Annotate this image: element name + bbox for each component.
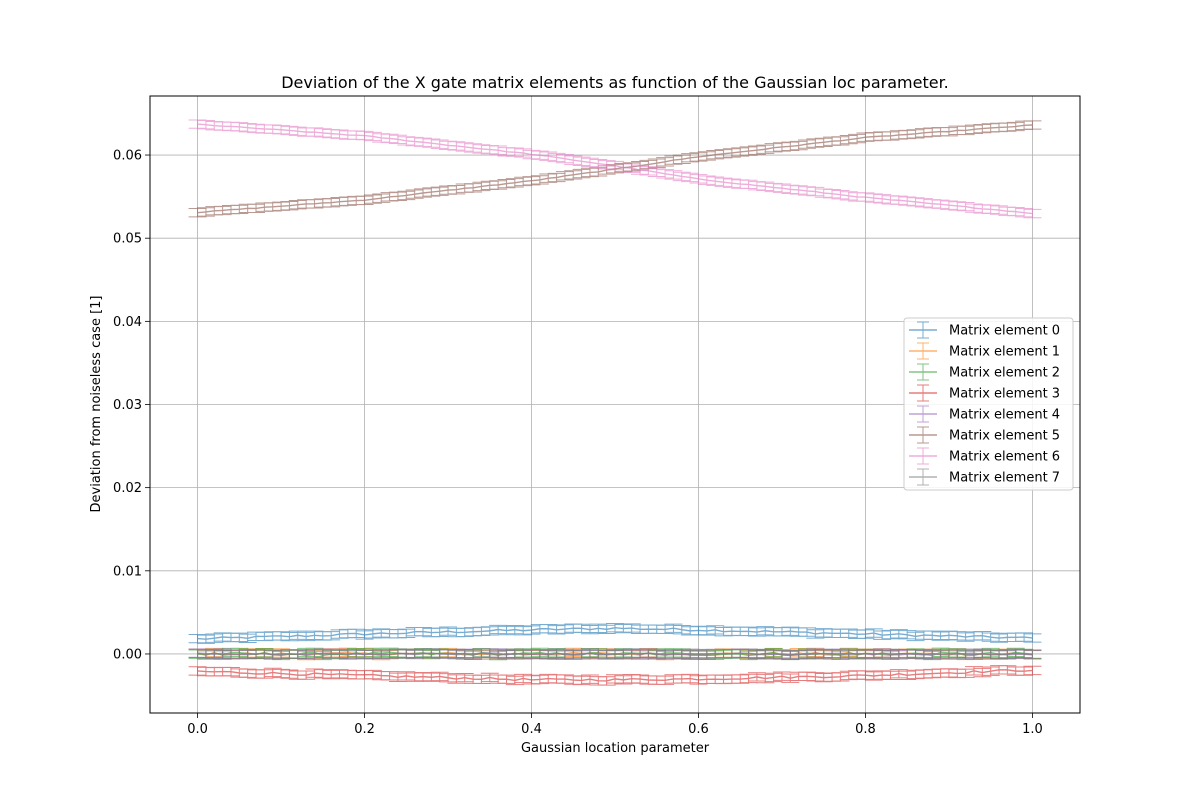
legend-label: Matrix element 4 <box>949 408 1060 423</box>
legend-item <box>909 447 937 465</box>
legend-label: Matrix element 5 <box>949 429 1060 444</box>
y-axis: 0.00 0.01 0.02 0.03 0.04 0.05 0.06 <box>113 149 150 662</box>
x-tick-label: 0.0 <box>187 722 208 737</box>
series-layer <box>188 119 1042 686</box>
legend-item <box>909 321 937 339</box>
series-5 <box>188 120 1042 218</box>
y-tick-label: 0.04 <box>113 315 142 330</box>
legend-label: Matrix element 0 <box>949 324 1060 339</box>
y-axis-label: Deviation from noiseless case [1] <box>89 296 104 513</box>
legend-label: Matrix element 2 <box>949 366 1060 381</box>
legend-label: Matrix element 1 <box>949 345 1060 360</box>
x-tick-label: 0.2 <box>354 722 375 737</box>
chart-title: Deviation of the X gate matrix elements … <box>281 73 949 92</box>
legend: Matrix element 0 Matrix element 1 Matrix e… <box>903 317 1074 491</box>
series-0 <box>188 623 1042 644</box>
legend-label: Matrix element 7 <box>949 471 1060 486</box>
y-tick-label: 0.00 <box>113 647 142 662</box>
legend-item <box>909 426 937 444</box>
legend-label: Matrix element 6 <box>949 450 1060 465</box>
x-axis-label: Gaussian location parameter <box>521 741 710 756</box>
y-tick-label: 0.02 <box>113 481 142 496</box>
legend-box <box>903 317 1074 491</box>
x-tick-label: 0.6 <box>688 722 709 737</box>
series-7 <box>188 648 1042 660</box>
x-axis: 0.0 0.2 0.4 0.6 0.8 1.0 <box>187 713 1043 737</box>
x-tick-label: 0.8 <box>855 722 876 737</box>
y-tick-label: 0.01 <box>113 564 142 579</box>
legend-item <box>909 342 937 360</box>
y-tick-label: 0.06 <box>113 149 142 164</box>
legend-item <box>909 468 937 486</box>
series-3 <box>188 665 1042 686</box>
y-tick-label: 0.03 <box>113 398 142 413</box>
legend-item <box>909 384 937 402</box>
x-tick-label: 1.0 <box>1022 722 1043 737</box>
legend-item <box>909 405 937 423</box>
series-6 <box>188 119 1042 219</box>
legend-label: Matrix element 3 <box>949 387 1060 402</box>
x-tick-label: 0.4 <box>521 722 542 737</box>
y-tick-label: 0.05 <box>113 232 142 247</box>
legend-item <box>909 363 937 381</box>
